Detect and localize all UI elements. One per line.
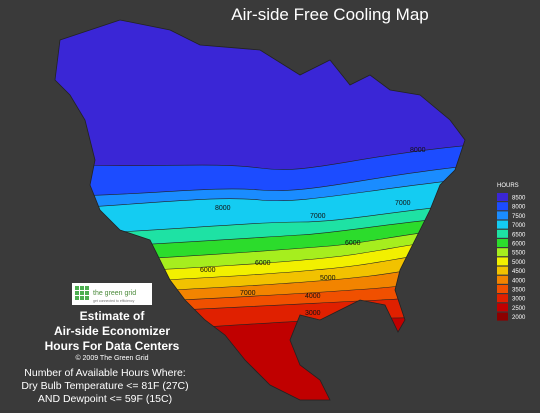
legend-label: 3500 xyxy=(512,288,526,294)
legend: 8500 8000 7500 7000 6500 6000 5500 5000 4500 4000… xyxy=(497,193,526,321)
title: Air-side Free Cooling Map xyxy=(231,5,428,24)
contour-label: 5000 xyxy=(320,275,336,282)
contour-label: 6000 xyxy=(255,260,271,267)
legend-swatch xyxy=(497,211,508,220)
legend-swatch xyxy=(497,202,508,211)
legend-label: 4500 xyxy=(512,269,526,275)
contour-label: 3000 xyxy=(305,310,321,317)
legend-label: 6500 xyxy=(512,232,526,238)
contour-label: 8000 xyxy=(410,147,426,154)
contour-label: 7000 xyxy=(395,200,411,207)
logo-box xyxy=(72,283,152,305)
legend-swatch xyxy=(497,294,508,303)
legend-swatch xyxy=(497,229,508,238)
legend-label: 7500 xyxy=(512,214,526,220)
logo-name: the green grid xyxy=(93,290,136,297)
logo: the green grid get connected to efficien… xyxy=(72,283,152,305)
legend-label: 6000 xyxy=(512,242,526,248)
legend-label: 8500 xyxy=(512,196,526,202)
note-line: AND Dewpoint <= 59F (15C) xyxy=(38,393,172,405)
caption-line: Estimate of xyxy=(80,309,146,323)
logo-tagline: get connected to efficiency xyxy=(93,299,135,303)
legend-label: 2500 xyxy=(512,306,526,312)
legend-swatch xyxy=(497,257,508,266)
legend-swatch xyxy=(497,275,508,284)
legend-label: 8000 xyxy=(512,205,526,211)
legend-label: 4000 xyxy=(512,278,526,284)
legend-swatch xyxy=(497,285,508,293)
legend-label: 7000 xyxy=(512,223,526,229)
contour-label: 6000 xyxy=(345,240,361,247)
legend-swatch xyxy=(497,303,508,312)
legend-swatch xyxy=(497,193,508,201)
legend-title: HOURS xyxy=(497,183,519,189)
legend-label: 2000 xyxy=(512,315,526,321)
contour-label: 7000 xyxy=(240,290,256,297)
contour-label: 8000 xyxy=(215,205,231,212)
legend-label: 3000 xyxy=(512,297,526,303)
caption-line: Air-side Economizer xyxy=(54,324,170,338)
legend-swatch xyxy=(497,312,508,321)
note-line: Number of Available Hours Where: xyxy=(24,367,185,379)
legend-swatch xyxy=(497,239,508,247)
note-line: Dry Bulb Temperature <= 81F (27C) xyxy=(21,380,188,392)
legend-swatch xyxy=(497,220,508,229)
legend-label: 5500 xyxy=(512,251,526,257)
coastline xyxy=(54,19,466,401)
legend-label: 5000 xyxy=(512,260,526,266)
legend-swatch xyxy=(497,248,508,257)
caption-line: Hours For Data Centers xyxy=(45,339,180,353)
legend-swatch xyxy=(497,266,508,275)
contour-label: 4000 xyxy=(305,293,321,300)
contour-label: 6000 xyxy=(200,267,216,274)
contour-label: 7000 xyxy=(310,213,326,220)
copyright: © 2009 The Green Grid xyxy=(75,354,148,362)
